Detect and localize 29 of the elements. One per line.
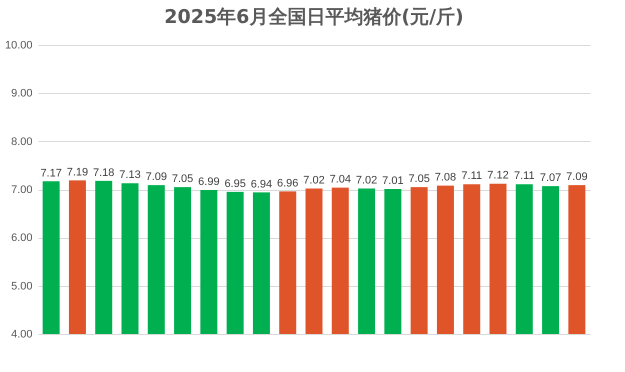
data-label: 7.08 bbox=[434, 172, 456, 184]
data-label: 6.94 bbox=[250, 178, 272, 190]
y-tick-label: 7.00 bbox=[11, 184, 32, 196]
y-tick-label: 5.00 bbox=[11, 280, 32, 292]
data-label: 6.95 bbox=[224, 178, 246, 190]
data-label: 6.99 bbox=[198, 176, 220, 188]
y-tick-label: 6.00 bbox=[11, 232, 32, 244]
y-tick-label: 4.00 bbox=[11, 328, 32, 340]
y-tick-label: 10.00 bbox=[4, 40, 32, 52]
data-label: 7.09 bbox=[146, 171, 167, 184]
data-label: 7.02 bbox=[356, 174, 378, 187]
data-label: 7.12 bbox=[487, 170, 509, 182]
data-label: 6.96 bbox=[277, 177, 298, 190]
data-label: 7.18 bbox=[93, 166, 114, 179]
data-label: 7.11 bbox=[461, 170, 482, 182]
data-label: 7.05 bbox=[172, 173, 194, 186]
data-label: 7.11 bbox=[514, 170, 535, 182]
y-tick-label: 8.00 bbox=[11, 136, 32, 148]
data-label: 7.17 bbox=[40, 167, 62, 180]
data-label: 7.19 bbox=[66, 166, 88, 178]
data-label: 7.09 bbox=[566, 171, 588, 184]
data-label: 7.13 bbox=[119, 169, 141, 182]
data-label: 7.05 bbox=[408, 173, 430, 186]
data-label: 7.07 bbox=[540, 172, 562, 184]
data-label: 7.02 bbox=[303, 174, 325, 187]
y-tick-label: 9.00 bbox=[11, 88, 32, 100]
data-label: 7.01 bbox=[382, 175, 404, 188]
data-label: 7.04 bbox=[330, 174, 351, 186]
chart-title: 2025年6月全国日平均猪价(元/斤) bbox=[164, 6, 464, 28]
